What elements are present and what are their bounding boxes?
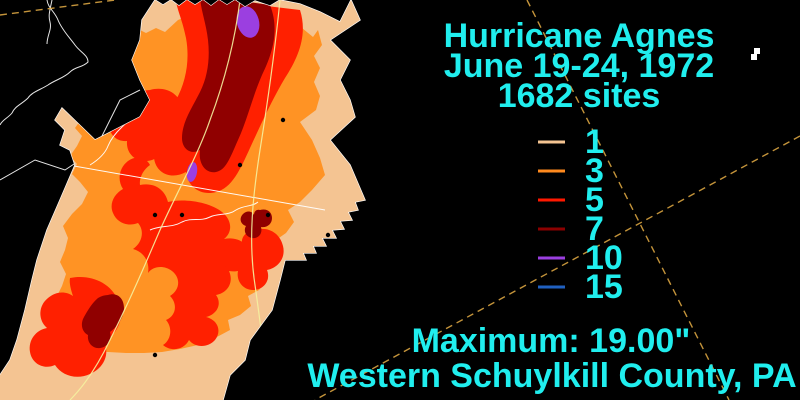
svg-text:15: 15 xyxy=(585,268,623,306)
svg-text:Western Schuylkill County, PA: Western Schuylkill County, PA xyxy=(307,357,796,395)
svg-text:Maximum: 19.00": Maximum: 19.00" xyxy=(412,322,691,360)
svg-text:1682 sites: 1682 sites xyxy=(498,77,661,115)
